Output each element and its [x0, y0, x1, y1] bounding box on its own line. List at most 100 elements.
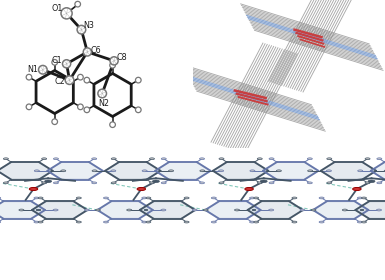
Ellipse shape: [276, 170, 281, 172]
Ellipse shape: [65, 76, 74, 85]
Ellipse shape: [211, 221, 216, 223]
Ellipse shape: [137, 188, 146, 191]
Ellipse shape: [42, 182, 47, 184]
Ellipse shape: [127, 209, 132, 211]
Ellipse shape: [200, 170, 205, 172]
Polygon shape: [47, 162, 103, 179]
Ellipse shape: [357, 221, 362, 223]
Polygon shape: [0, 162, 53, 179]
Ellipse shape: [307, 182, 312, 184]
Ellipse shape: [110, 62, 116, 68]
Ellipse shape: [192, 209, 197, 211]
Ellipse shape: [54, 182, 59, 184]
Polygon shape: [32, 201, 87, 219]
Ellipse shape: [26, 104, 32, 110]
Ellipse shape: [203, 209, 208, 211]
Ellipse shape: [78, 74, 83, 80]
Ellipse shape: [219, 158, 224, 160]
Ellipse shape: [365, 158, 370, 160]
Polygon shape: [105, 162, 161, 179]
Ellipse shape: [54, 158, 59, 160]
Ellipse shape: [52, 119, 57, 125]
Ellipse shape: [95, 209, 100, 211]
Text: C8: C8: [117, 53, 127, 62]
Ellipse shape: [319, 197, 324, 199]
Ellipse shape: [62, 60, 71, 68]
Ellipse shape: [327, 182, 332, 184]
Ellipse shape: [161, 158, 166, 160]
Ellipse shape: [269, 182, 274, 184]
Ellipse shape: [362, 221, 367, 223]
Text: N2: N2: [98, 99, 109, 108]
Ellipse shape: [377, 209, 382, 211]
Ellipse shape: [92, 158, 97, 160]
Ellipse shape: [38, 66, 47, 74]
Ellipse shape: [84, 77, 90, 83]
Ellipse shape: [184, 197, 189, 199]
Ellipse shape: [365, 182, 370, 184]
Ellipse shape: [29, 188, 38, 191]
Polygon shape: [205, 201, 261, 219]
Ellipse shape: [368, 180, 375, 183]
Ellipse shape: [77, 25, 86, 34]
Ellipse shape: [307, 158, 312, 160]
Ellipse shape: [219, 170, 224, 172]
Ellipse shape: [257, 182, 262, 184]
Ellipse shape: [78, 104, 83, 110]
Ellipse shape: [83, 48, 91, 56]
Ellipse shape: [249, 197, 254, 199]
Ellipse shape: [3, 158, 8, 160]
Ellipse shape: [152, 180, 159, 183]
Ellipse shape: [184, 221, 189, 223]
Polygon shape: [0, 201, 45, 219]
Ellipse shape: [104, 221, 109, 223]
Ellipse shape: [76, 221, 81, 223]
Ellipse shape: [319, 221, 324, 223]
Ellipse shape: [161, 182, 166, 184]
Ellipse shape: [326, 170, 331, 172]
Ellipse shape: [61, 8, 72, 19]
Polygon shape: [355, 201, 385, 219]
Ellipse shape: [110, 57, 118, 65]
Ellipse shape: [34, 221, 39, 223]
Ellipse shape: [42, 158, 47, 160]
Polygon shape: [97, 201, 153, 219]
Ellipse shape: [377, 158, 382, 160]
Ellipse shape: [353, 188, 361, 191]
Ellipse shape: [169, 170, 174, 172]
Ellipse shape: [110, 122, 116, 127]
Ellipse shape: [327, 158, 332, 160]
Polygon shape: [321, 162, 376, 179]
Ellipse shape: [300, 209, 305, 211]
Ellipse shape: [76, 197, 81, 199]
Ellipse shape: [308, 170, 313, 172]
Ellipse shape: [250, 170, 255, 172]
Ellipse shape: [92, 170, 97, 172]
Ellipse shape: [19, 209, 24, 211]
Ellipse shape: [245, 188, 253, 191]
Ellipse shape: [384, 170, 385, 172]
Ellipse shape: [84, 107, 90, 113]
Ellipse shape: [311, 209, 316, 211]
Ellipse shape: [111, 158, 116, 160]
Ellipse shape: [34, 197, 39, 199]
Text: C6: C6: [90, 46, 101, 55]
Ellipse shape: [377, 182, 382, 184]
Ellipse shape: [52, 59, 57, 65]
Ellipse shape: [142, 197, 147, 199]
Ellipse shape: [249, 221, 254, 223]
Ellipse shape: [142, 221, 147, 223]
Ellipse shape: [26, 74, 32, 80]
Ellipse shape: [260, 180, 267, 183]
Ellipse shape: [211, 197, 216, 199]
Polygon shape: [248, 201, 303, 219]
Ellipse shape: [98, 89, 107, 98]
Ellipse shape: [146, 221, 151, 223]
Ellipse shape: [357, 197, 362, 199]
Ellipse shape: [292, 197, 297, 199]
Ellipse shape: [34, 170, 39, 172]
Ellipse shape: [3, 182, 8, 184]
Ellipse shape: [136, 77, 141, 83]
Ellipse shape: [149, 158, 154, 160]
Ellipse shape: [254, 221, 259, 223]
